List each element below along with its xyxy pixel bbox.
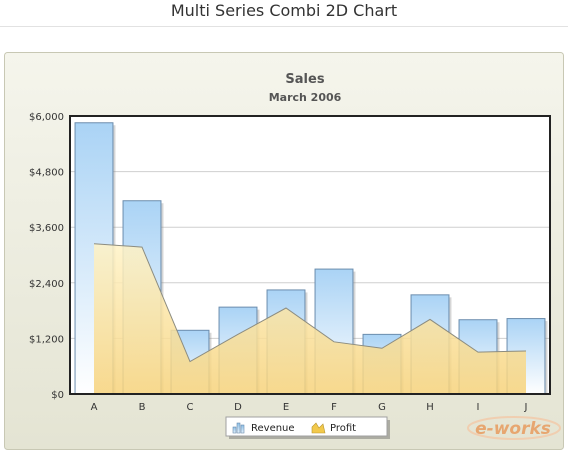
legend-item-revenue: Revenue (232, 422, 295, 434)
chart-svg: Sales March 2006 $0 $1,200 $2,400 $3,600 $4,… (4, 52, 564, 450)
y-tick-label: $4,800 (29, 168, 64, 179)
x-tick-label: J (524, 402, 528, 413)
y-tick-label: $6,000 (29, 112, 64, 123)
legend: Revenue Profit (225, 416, 390, 439)
x-tick-label: D (234, 402, 242, 413)
x-tick-label: E (283, 402, 289, 413)
x-axis-ticks: A B C D E F G H I J (91, 402, 528, 413)
watermark-logo: e-works (467, 416, 561, 440)
legend-label-revenue: Revenue (251, 423, 295, 434)
profit-area (94, 243, 526, 394)
x-tick-label: I (477, 402, 480, 413)
y-axis-ticks: $0 $1,200 $2,400 $3,600 $4,800 $6,000 (29, 112, 64, 401)
plot-border (69, 115, 551, 395)
x-tick-label: G (378, 402, 386, 413)
y-tick-label: $2,400 (29, 279, 64, 290)
page-title: Multi Series Combi 2D Chart (170, 1, 398, 20)
x-tick-label: H (426, 402, 434, 413)
watermark-text: e-works (475, 419, 551, 439)
x-tick-label: B (139, 402, 146, 413)
y-tick-label: $3,600 (29, 223, 64, 234)
profit-line (93, 243, 527, 363)
chart-title: Sales (285, 72, 324, 87)
y-tick-label: $1,200 (29, 334, 64, 345)
x-tick-label: A (91, 402, 98, 413)
title-divider (0, 26, 568, 27)
area-chart-icon (311, 422, 326, 434)
chart-subtitle: March 2006 (269, 91, 342, 104)
column-chart-icon (232, 422, 245, 434)
chart-container: Sales March 2006 $0 $1,200 $2,400 $3,600 $4,… (4, 52, 564, 450)
legend-label-profit: Profit (330, 423, 356, 434)
y-tick-label: $0 (51, 390, 64, 401)
x-tick-label: C (187, 402, 194, 413)
x-tick-label: F (331, 402, 337, 413)
legend-item-profit: Profit (311, 422, 356, 434)
